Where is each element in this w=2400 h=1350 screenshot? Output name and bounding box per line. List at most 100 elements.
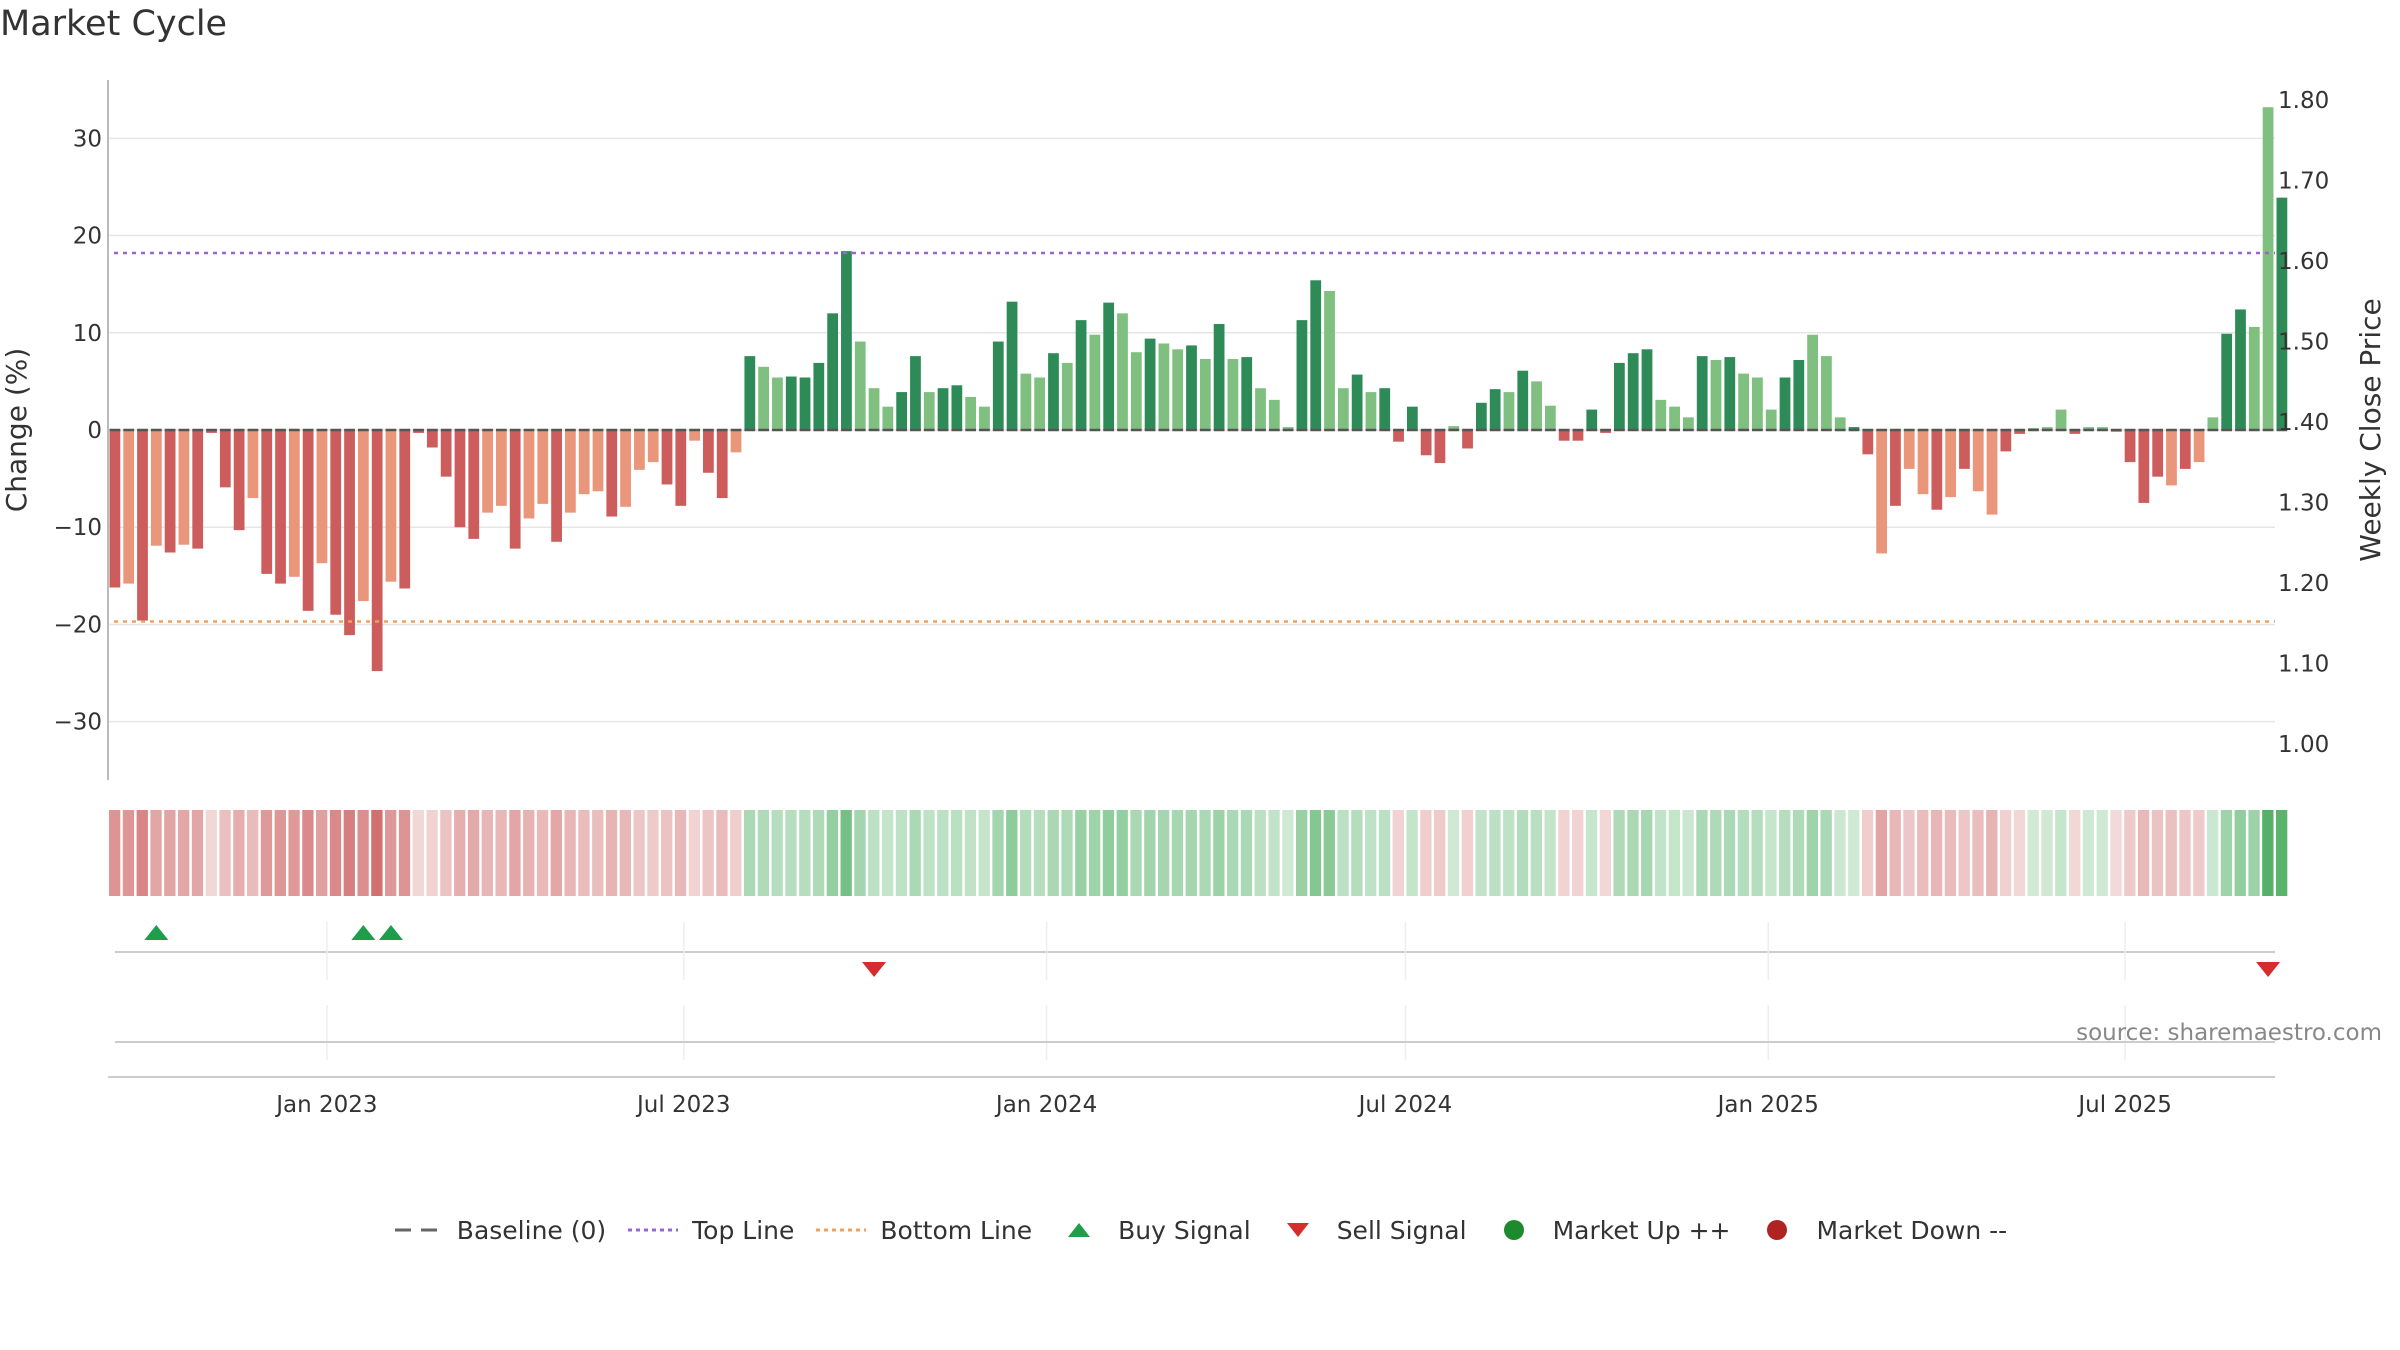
change-bar — [1903, 430, 1915, 469]
change-bar — [620, 430, 631, 507]
heat-cell — [1806, 810, 1819, 896]
heat-cell — [1696, 810, 1708, 896]
change-bar — [1876, 430, 1888, 554]
heat-cell — [426, 810, 438, 896]
bar-layer — [109, 107, 2288, 672]
change-bar — [537, 430, 549, 504]
heat-cell — [2137, 810, 2150, 896]
change-bar — [523, 430, 535, 519]
change-bar — [468, 430, 480, 539]
change-bar — [896, 392, 908, 430]
change-bar — [1186, 345, 1197, 430]
heat-cell — [812, 810, 825, 896]
change-bar — [1669, 406, 1680, 430]
x-tick-label: Jan 2023 — [274, 1092, 377, 1118]
buy-signal-marker — [351, 925, 376, 940]
heat-cell — [1323, 810, 1335, 896]
heat-cell — [1365, 810, 1377, 896]
change-bar — [744, 356, 756, 430]
heat-cell — [1434, 810, 1446, 896]
change-bar — [1158, 343, 1170, 430]
heat-cell — [329, 810, 342, 896]
heat-cell — [1130, 810, 1142, 896]
heat-cell — [2041, 810, 2053, 896]
y-tick-label: −10 — [53, 515, 102, 541]
heat-cell — [2151, 810, 2164, 896]
legend-label: Baseline (0) — [456, 1215, 607, 1245]
heat-cell — [150, 810, 162, 896]
heat-cell — [1585, 810, 1598, 896]
heat-cell — [122, 810, 135, 896]
change-bar — [1117, 313, 1128, 430]
change-bar — [578, 430, 590, 495]
heat-cell — [1834, 810, 1846, 896]
y2-tick-label: 1.10 — [2278, 651, 2329, 677]
heat-cell — [2262, 810, 2274, 896]
heat-cell — [1296, 810, 1308, 896]
legend-symbol-icon — [1286, 1223, 1309, 1237]
sell-signal-marker — [2256, 962, 2281, 977]
change-bar — [827, 313, 839, 430]
change-bar — [137, 430, 148, 621]
legend: Baseline (0) Top Line Bottom Line Buy Signa… — [0, 1210, 2400, 1250]
change-bar — [1048, 353, 1059, 430]
change-bar — [1641, 349, 1653, 430]
change-bar — [1420, 430, 1432, 456]
y2-tick-label: 1.40 — [2278, 410, 2329, 436]
heat-cell — [1282, 810, 1294, 896]
heat-cell — [2096, 810, 2108, 896]
heat-cell — [205, 810, 217, 896]
heat-cell — [1199, 810, 1211, 896]
heat-cell — [1461, 810, 1473, 896]
legend-label: Top Line — [692, 1215, 795, 1245]
change-bar — [1130, 352, 1142, 430]
heat-cell — [1889, 810, 1901, 896]
heat-cell — [523, 810, 535, 896]
heat-cell — [757, 810, 770, 896]
change-bar — [1972, 430, 1984, 492]
change-bar — [703, 430, 714, 473]
change-bar — [1103, 302, 1115, 430]
change-bar — [1089, 334, 1101, 430]
change-bar — [1020, 373, 1032, 430]
market-cycle-chart: −30 −20 −10 0 10 20 30 1.00 1.10 1.20 1.30 1.40 1.50… — [0, 80, 2387, 1118]
y2-axis-label: Weekly Close Price — [2354, 298, 2387, 561]
change-bar — [1379, 388, 1391, 430]
heat-cell — [619, 810, 631, 896]
heat-cell — [2220, 810, 2233, 896]
change-bar — [854, 341, 866, 430]
change-bar — [1503, 392, 1515, 430]
change-bar — [868, 388, 880, 430]
change-bar — [1296, 320, 1308, 430]
heat-cell — [1406, 810, 1418, 896]
heat-cell — [440, 810, 452, 896]
change-bar — [1917, 430, 1929, 495]
heat-cell — [1116, 810, 1128, 896]
change-bar — [937, 388, 949, 430]
heat-cell — [2027, 810, 2039, 896]
heat-cell — [343, 810, 355, 896]
change-bar — [565, 430, 576, 513]
change-bar — [1959, 430, 1970, 469]
change-bar — [2124, 430, 2136, 463]
change-bar — [1034, 377, 1046, 430]
heat-cell — [1351, 810, 1363, 896]
change-bar — [689, 430, 700, 441]
change-bar — [1227, 359, 1239, 430]
heat-cell — [1792, 810, 1805, 896]
change-bar — [1489, 389, 1501, 430]
heat-cell — [371, 810, 383, 896]
heat-cell — [1737, 810, 1750, 896]
change-bar — [275, 430, 286, 584]
y2-tick-label: 1.80 — [2278, 88, 2329, 114]
heat-cell — [2013, 810, 2026, 896]
reference-lines — [114, 251, 2275, 623]
heat-cell — [495, 810, 507, 896]
change-bar — [123, 430, 135, 584]
change-bar — [1683, 417, 1694, 430]
change-bar — [440, 430, 452, 477]
legend-symbol-icon — [1068, 1223, 1091, 1237]
heat-cell — [1627, 810, 1639, 896]
heat-cell — [1489, 810, 1501, 896]
heat-cell — [247, 810, 259, 896]
